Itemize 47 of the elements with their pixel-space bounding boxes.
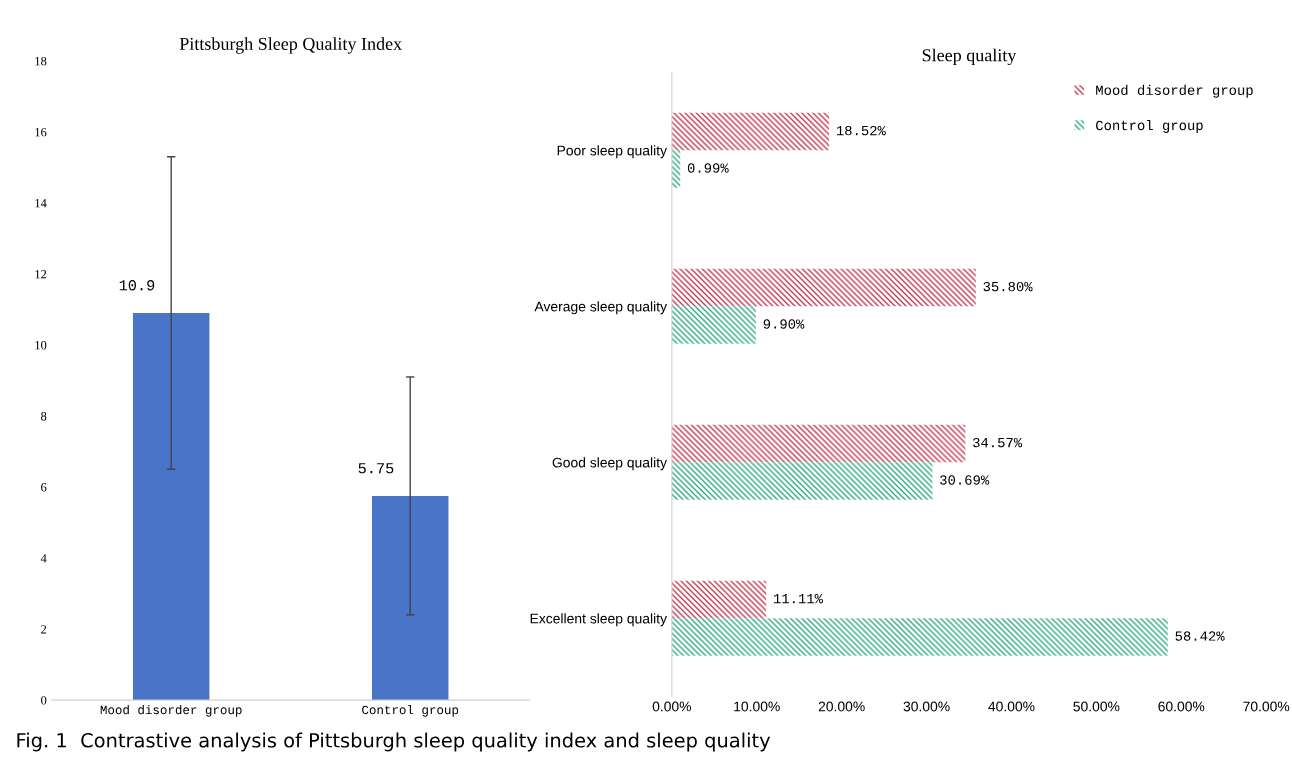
legend-label: Mood disorder group (1096, 84, 1253, 98)
bar (671, 112, 830, 151)
chart-title: Pittsburgh Sleep Quality Index (179, 37, 402, 54)
y-tick-label: 16 (35, 127, 47, 137)
data-label: 11.11% (773, 593, 823, 604)
y-tick-label: 4 (40, 554, 47, 563)
bar (671, 150, 681, 188)
x-tick-label: Control group (362, 704, 459, 717)
x-tick-label: 20.00% (818, 701, 865, 712)
data-label: 30.69% (940, 475, 990, 485)
bar (671, 580, 767, 619)
data-label: 5.75 (358, 463, 394, 474)
y-tick-label: 0 (41, 696, 47, 705)
data-label: 58.42% (1175, 631, 1225, 641)
legend-label: Control group (1096, 119, 1203, 133)
bar (671, 618, 1168, 656)
bar (671, 424, 966, 463)
y-tick-label: Poor sleep quality (557, 145, 667, 159)
y-tick-label: 12 (35, 270, 47, 279)
x-tick-label: 10.00% (734, 701, 780, 712)
y-tick-label: 2 (41, 625, 47, 634)
data-label: 0.99% (687, 163, 729, 173)
y-tick-label: Excellent sleep quality (530, 613, 667, 627)
x-tick-label: 60.00% (1158, 701, 1205, 712)
y-tick-label: Good sleep quality (552, 457, 667, 471)
y-tick-label: 18 (35, 56, 47, 66)
y-tick-label: Average sleep quality (534, 301, 667, 315)
x-tick-label: Mood disorder group (100, 704, 242, 717)
data-label: 18.52% (836, 125, 886, 136)
x-tick-label: 70.00% (1243, 701, 1290, 712)
data-label: 10.9 (119, 280, 155, 291)
data-label: 34.57% (973, 437, 1023, 448)
x-tick-label: 40.00% (988, 701, 1035, 712)
bar (671, 268, 976, 307)
data-label: 9.90% (763, 319, 805, 329)
bar (671, 462, 933, 500)
y-tick-label: 6 (41, 483, 47, 492)
data-label: 35.80% (983, 281, 1033, 292)
x-tick-label: 30.00% (903, 701, 950, 712)
y-tick-label: 8 (41, 412, 47, 421)
x-tick-label: 0.00% (652, 701, 692, 712)
bar (671, 306, 756, 344)
y-tick-label: 10 (35, 341, 47, 350)
y-tick-label: 14 (35, 199, 47, 208)
x-tick-label: 50.00% (1073, 701, 1120, 712)
chart-title: Sleep quality (922, 48, 1017, 66)
caption: Fig. 1 Contrastive analysis of Pittsburgh sleep quality index and sleep quality (17, 732, 771, 752)
